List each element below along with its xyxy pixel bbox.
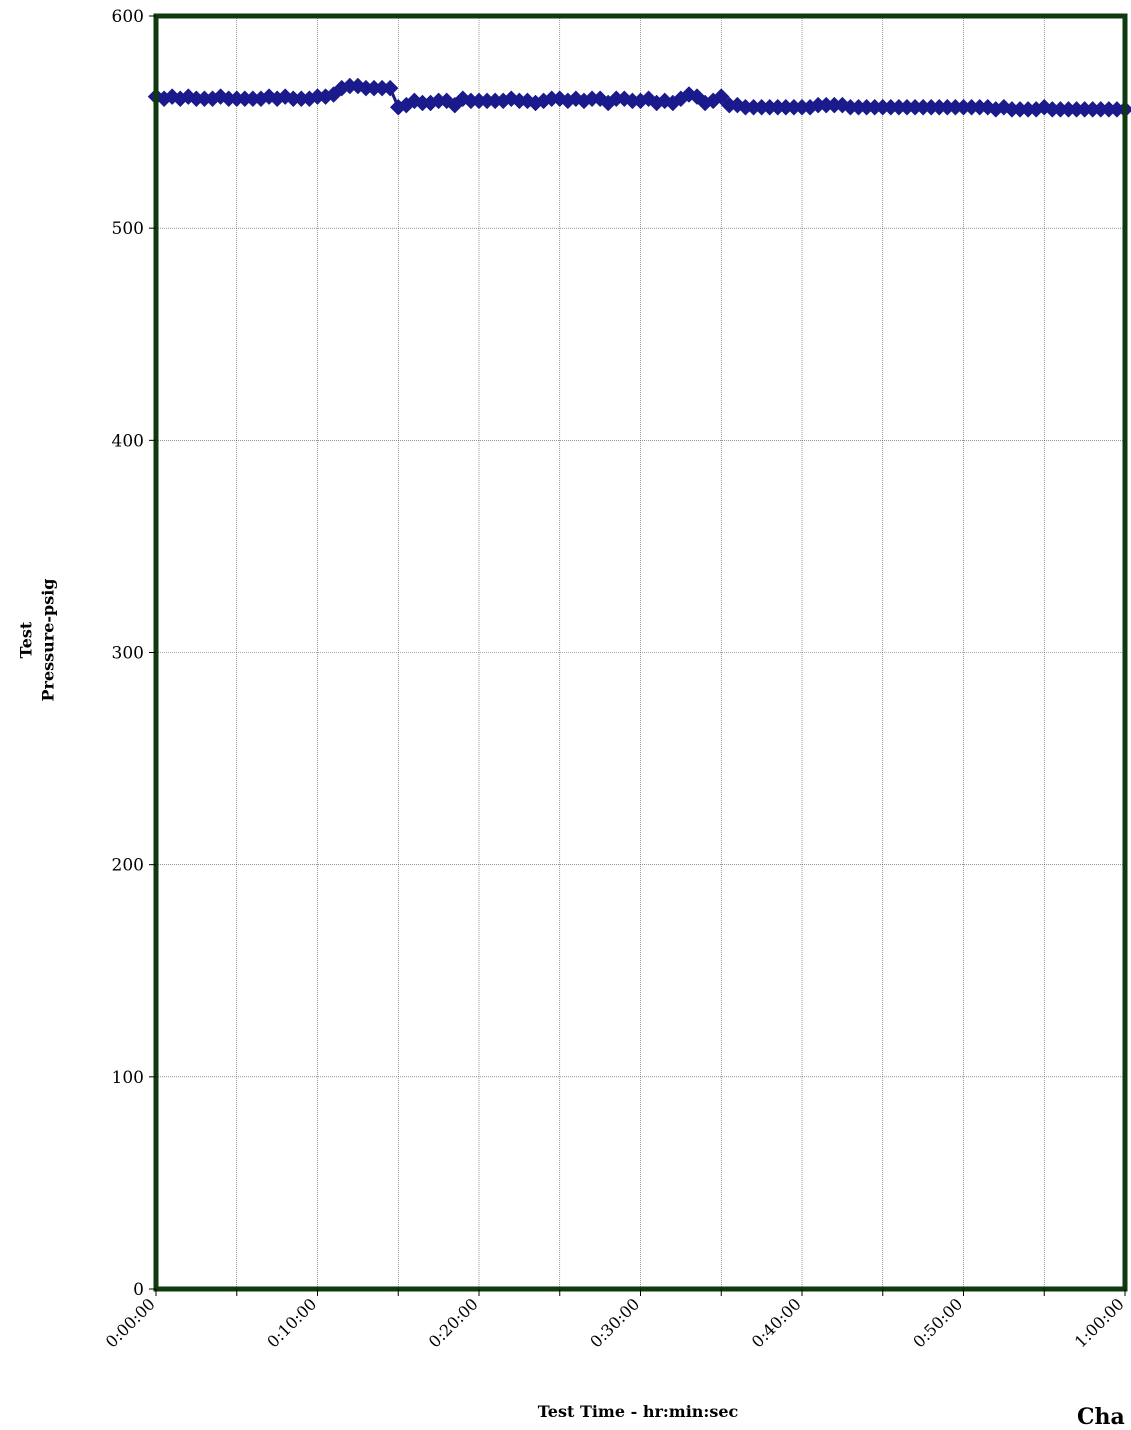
- x-tick-label: 0:00:00: [102, 1294, 159, 1351]
- x-tick-label: 0:50:00: [909, 1294, 966, 1351]
- y-tick-label: 100: [112, 1068, 144, 1088]
- y-tick-label: 600: [112, 7, 144, 27]
- y-tick-label: 300: [112, 644, 144, 664]
- y-axis-title: Test Pressure-psig: [2, 560, 72, 720]
- y-tick-label: 400: [112, 431, 144, 451]
- x-tick-label: 0:20:00: [425, 1294, 482, 1351]
- x-tick-label: 0:10:00: [263, 1294, 320, 1351]
- x-axis-ticks: 0:00:00 0:10:00 0:20:00 0:30:00 0:40:00 0:50:…: [102, 1289, 1128, 1351]
- x-tick-label: 0:30:00: [586, 1294, 643, 1351]
- y-axis-title-line-1: Test: [15, 579, 37, 702]
- chart-caption-fragment: Cha: [1077, 1404, 1125, 1430]
- x-tick-label: 0:40:00: [748, 1294, 805, 1351]
- y-axis-title-line-2: Pressure-psig: [37, 579, 59, 702]
- y-tick-label: 500: [112, 219, 144, 239]
- x-tick-label: 1:00:00: [1071, 1294, 1128, 1351]
- grid-lines: [156, 16, 1125, 1289]
- y-tick-label: 200: [112, 856, 144, 876]
- series-pressure: [148, 78, 1131, 117]
